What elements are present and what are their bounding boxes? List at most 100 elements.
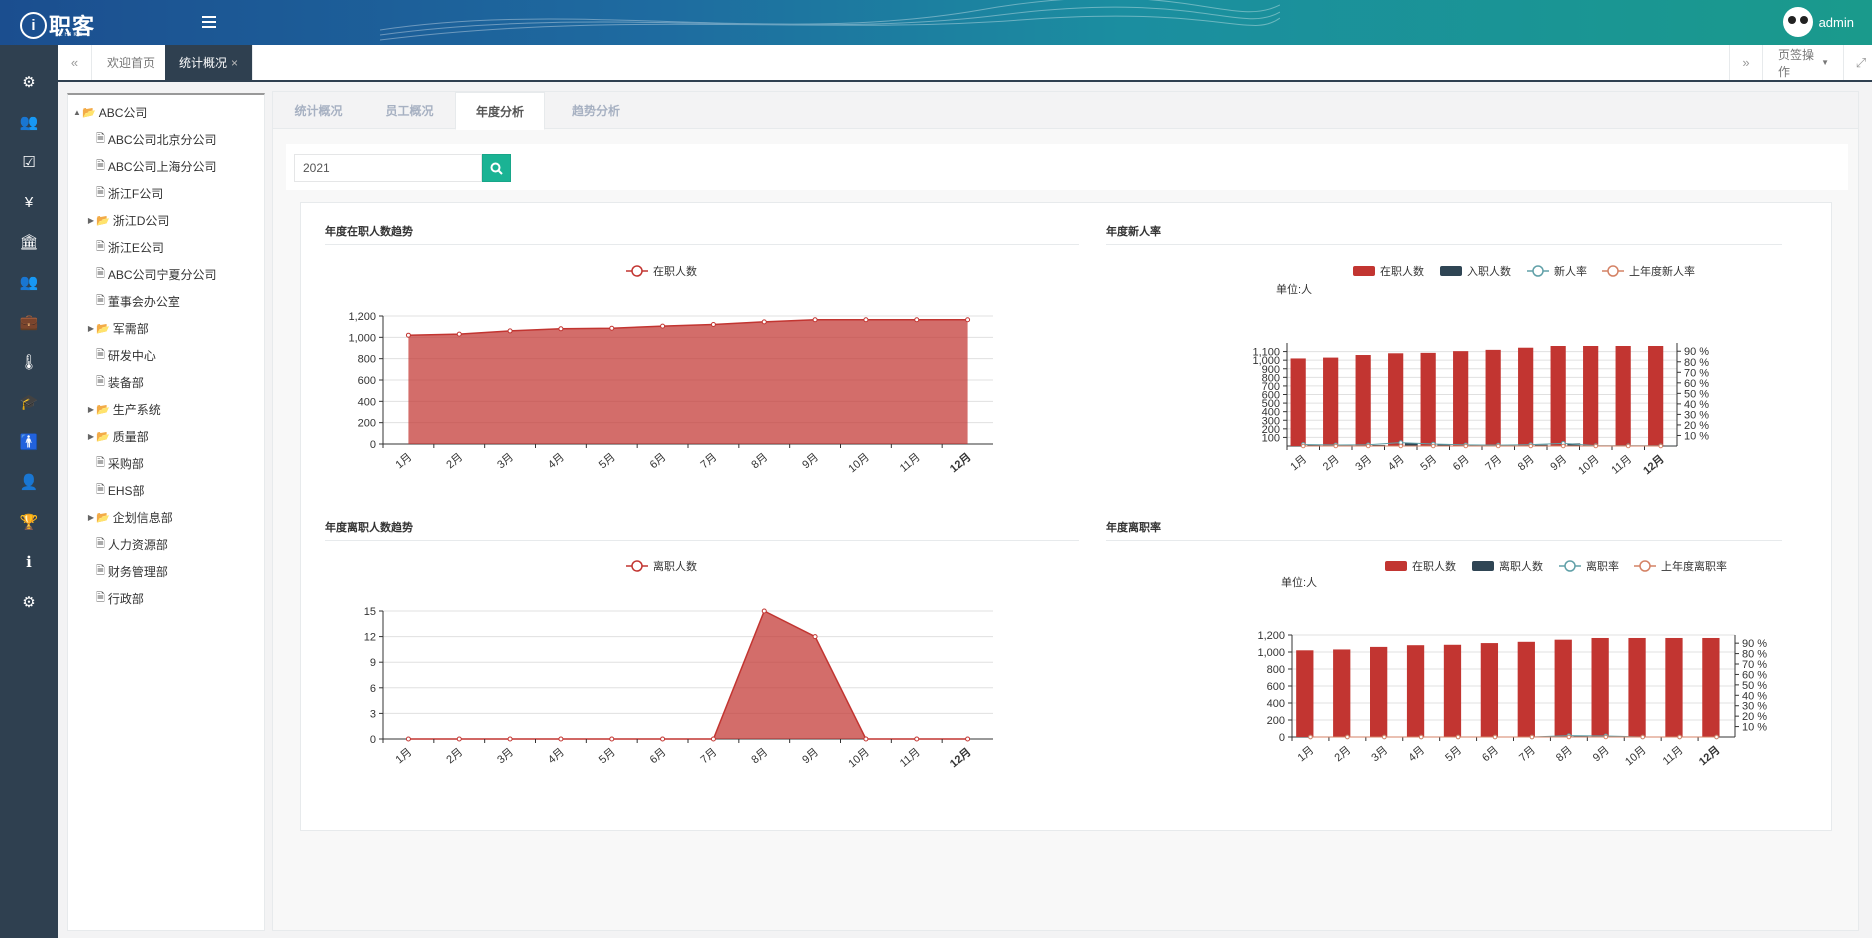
tree-node[interactable]: 🗎 EHS部 (68, 477, 264, 504)
tab-overview[interactable]: 统计概况 (294, 104, 343, 118)
bar (1437, 444, 1451, 446)
tree-node[interactable]: ▶ 📂 浙江D公司 (68, 207, 264, 234)
tree-node[interactable]: 🗎 财务管理部 (68, 558, 264, 585)
y2-tick-label: 20 % (1684, 420, 1709, 432)
menu-toggle-icon[interactable] (199, 13, 219, 31)
tree-node[interactable]: 🗎 浙江E公司 (68, 234, 264, 261)
tab-trend[interactable]: 趋势分析 (571, 104, 620, 118)
page-ops-dropdown[interactable]: 页签操作 ▼ (1764, 45, 1844, 80)
users-icon[interactable]: 👥 (19, 114, 39, 131)
data-point (405, 332, 411, 338)
logo[interactable]: i 职客 IZHIKE (20, 9, 95, 41)
y-tick-label: 200 (358, 418, 376, 430)
y2-tick-label: 50 % (1684, 388, 1709, 400)
gears-icon[interactable]: ⚙ (22, 594, 36, 611)
expand-toggle-icon[interactable]: ▶ (87, 216, 95, 225)
x-tick-label: 10月 (1623, 744, 1649, 768)
tab-staff[interactable]: 员工概况 (385, 104, 434, 118)
file-icon: 🗎 (96, 160, 105, 172)
info-icon[interactable]: ℹ (26, 554, 32, 571)
briefcase-icon[interactable]: 💼 (19, 314, 39, 331)
series-line (408, 318, 968, 336)
x-tick-label: 3月 (1369, 744, 1390, 764)
tree-node[interactable]: 🗎 研发中心 (68, 342, 264, 369)
expand-toggle-icon[interactable]: ▶ (87, 432, 95, 441)
user-icon[interactable]: 👤 (19, 474, 39, 491)
year-input[interactable] (294, 154, 482, 182)
tree-node[interactable]: 🗎 行政部 (68, 585, 264, 612)
tab-annual[interactable]: 年度分析 (455, 92, 545, 130)
data-point (863, 736, 869, 742)
bank-icon[interactable]: 🏛 (19, 234, 39, 251)
legend-label: 离职率 (1586, 559, 1619, 573)
tree-node-label: 装备部 (107, 376, 144, 390)
tree-node[interactable]: ▶ 📂 军需部 (68, 315, 264, 342)
y2-tick-label: 40 % (1684, 399, 1709, 411)
male-icon[interactable]: 🚹 (19, 434, 39, 451)
x-tick-label: 1月 (1288, 453, 1309, 473)
x-tick-label: 9月 (800, 746, 821, 766)
tree-node-label: 研发中心 (107, 349, 156, 363)
fullscreen-icon[interactable]: ⤢ (1855, 54, 1867, 70)
rate-point (1492, 734, 1498, 740)
y2-tick-label: 90 % (1742, 638, 1767, 650)
expand-toggle-icon[interactable]: ▲ (73, 108, 81, 117)
tree-node[interactable]: 🗎 ABC公司宁夏分公司 (68, 261, 264, 288)
x-tick-label: 2月 (444, 746, 465, 766)
close-icon[interactable]: × (231, 55, 239, 70)
tree-node[interactable]: 🗎 ABC公司上海分公司 (68, 153, 264, 180)
tree-node[interactable]: 🗎 装备部 (68, 369, 264, 396)
tree-node-label: ABC公司 (98, 106, 148, 120)
expand-toggle-icon[interactable]: ▶ (87, 405, 95, 414)
tree-node[interactable]: 🗎 ABC公司北京分公司 (68, 126, 264, 153)
expand-toggle-icon[interactable]: ▶ (87, 513, 95, 522)
tree-node-label: 行政部 (107, 592, 144, 606)
expand-toggle-icon[interactable]: ▶ (87, 324, 95, 333)
x-tick-label: 11月 (898, 451, 923, 475)
tree-node[interactable]: ▶ 📂 企划信息部 (68, 504, 264, 531)
flask-icon[interactable]: 🌡 (19, 354, 39, 371)
y-tick-label: 1,000 (1252, 355, 1280, 367)
tab-statistics[interactable]: 统计概况 × (165, 45, 254, 80)
tree-node[interactable]: ▲ 📂 ABC公司 (68, 99, 264, 126)
legend-swatch (1472, 561, 1494, 571)
x-tick-label: 3月 (495, 746, 516, 766)
bar (1420, 352, 1436, 446)
x-tick-label: 6月 (1451, 453, 1472, 473)
tree-node[interactable]: 🗎 采购部 (68, 450, 264, 477)
tree-node[interactable]: 🗎 董事会办公室 (68, 288, 264, 315)
y2-tick-label: 80 % (1742, 649, 1767, 661)
y-tick-label: 0 (1279, 732, 1285, 744)
y-tick-label: 3 (370, 708, 376, 720)
tree-node[interactable]: ▶ 📂 生产系统 (68, 396, 264, 423)
chart-new-rate: 在职人数 入职人数 新人率 上年度新人率单位:人1002003004005006007… (1252, 264, 1709, 477)
legend-marker (631, 560, 643, 572)
x-tick-label: 11月 (1661, 744, 1686, 768)
rate-point (1333, 443, 1339, 449)
user-menu[interactable]: admin (1782, 7, 1854, 37)
graduation-cap-icon[interactable]: 🎓 (19, 394, 39, 411)
tree-node-label: 采购部 (107, 457, 144, 471)
trophy-icon[interactable]: 🏆 (19, 514, 39, 531)
tab-scroll-left-icon[interactable]: « (58, 45, 92, 80)
bar (1573, 735, 1589, 737)
rate-point (1308, 734, 1313, 740)
search-button[interactable] (482, 154, 511, 182)
chart-title-staff-trend: 年度在职人数趋势 (325, 226, 413, 238)
cubes-icon[interactable]: ⚙ (22, 74, 36, 91)
tab-home[interactable]: 欢迎首页 (93, 45, 171, 80)
tree-node-label: 浙江F公司 (107, 187, 164, 201)
tab-scroll-right-icon[interactable]: » (1729, 45, 1763, 80)
tree-node[interactable]: 🗎 人力资源部 (68, 531, 264, 558)
tree-node[interactable]: ▶ 📂 质量部 (68, 423, 264, 450)
tree-node[interactable]: 🗎 浙江F公司 (68, 180, 264, 207)
check-square-icon[interactable]: ☑ (22, 154, 36, 171)
y-tick-label: 1,000 (1257, 647, 1285, 659)
yen-icon[interactable]: ¥ (24, 193, 34, 211)
y-tick-label: 6 (370, 683, 376, 695)
x-tick-label: 10月 (846, 746, 872, 770)
group-icon[interactable]: 👥 (19, 274, 39, 291)
charts-panel: 年度在职人数趋势 年度新人率 年度离职人数趋势 年度离职率 在职人数 0 200 40… (300, 202, 1832, 831)
bar (1372, 444, 1386, 446)
file-icon: 🗎 (96, 241, 105, 253)
